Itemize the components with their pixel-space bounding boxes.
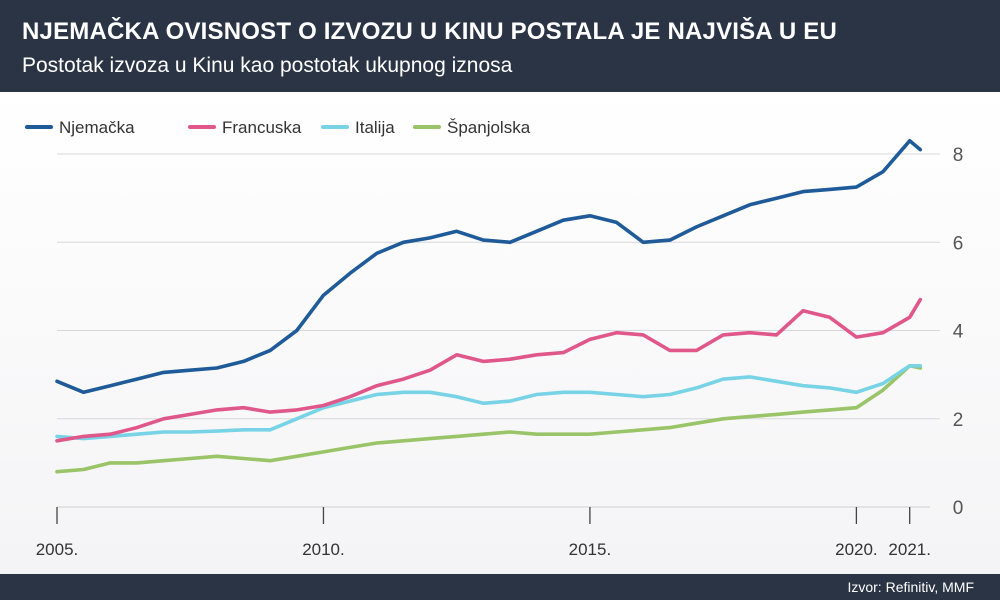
x-axis: 2005. 2010. 2015. 2020. 2021. — [36, 507, 931, 559]
y-tick-label: 8 — [953, 145, 964, 166]
chart-footer: Izvor: Refinitiv, MMF — [0, 574, 1000, 600]
legend-item: Francuska — [188, 118, 302, 137]
x-tick-label: 2020. — [835, 540, 878, 559]
legend: Njemačka Francuska Italija Španjolska — [25, 118, 531, 137]
series-lines — [55, 139, 923, 474]
legend-item: Španjolska — [413, 118, 531, 137]
plot-area: 2005. 2010. 2015. 2020. 2021. 0 2 4 6 8 Njemačka… — [0, 92, 1000, 574]
y-tick-label: 0 — [953, 498, 964, 519]
chart-header: NJEMAČKA OVISNOST O IZVOZU U KINU POSTAL… — [0, 0, 1000, 92]
chart-title: NJEMAČKA OVISNOST O IZVOZU U KINU POSTAL… — [22, 18, 838, 45]
x-tick-label: 2005. — [36, 540, 79, 559]
legend-label: Njemačka — [59, 118, 135, 137]
legend-label: Španjolska — [447, 118, 531, 137]
y-tick-label: 4 — [953, 322, 964, 343]
line-chart: 2005. 2010. 2015. 2020. 2021. 0 2 4 6 8 Njemačka… — [25, 118, 964, 559]
legend-item: Njemačka — [25, 118, 135, 137]
grid-lines — [57, 153, 940, 508]
legend-label: Francuska — [222, 118, 302, 137]
y-tick-label: 6 — [953, 233, 964, 254]
chart-subtitle: Postotak izvoza u Kinu kao postotak ukup… — [22, 54, 513, 77]
x-tick-label: 2021. — [888, 540, 931, 559]
source-note: Izvor: Refinitiv, MMF — [847, 579, 974, 595]
series-line-italija — [55, 364, 923, 441]
x-tick-label: 2015. — [569, 540, 612, 559]
x-tick-label: 2010. — [302, 540, 345, 559]
y-tick-label: 2 — [953, 410, 964, 431]
series-line-francuska — [55, 297, 923, 443]
legend-label: Italija — [355, 118, 395, 137]
legend-item: Italija — [321, 118, 395, 137]
series-line-španjolska — [55, 364, 923, 474]
series-line-njemačka — [55, 139, 923, 395]
y-axis: 0 2 4 6 8 — [953, 145, 964, 519]
